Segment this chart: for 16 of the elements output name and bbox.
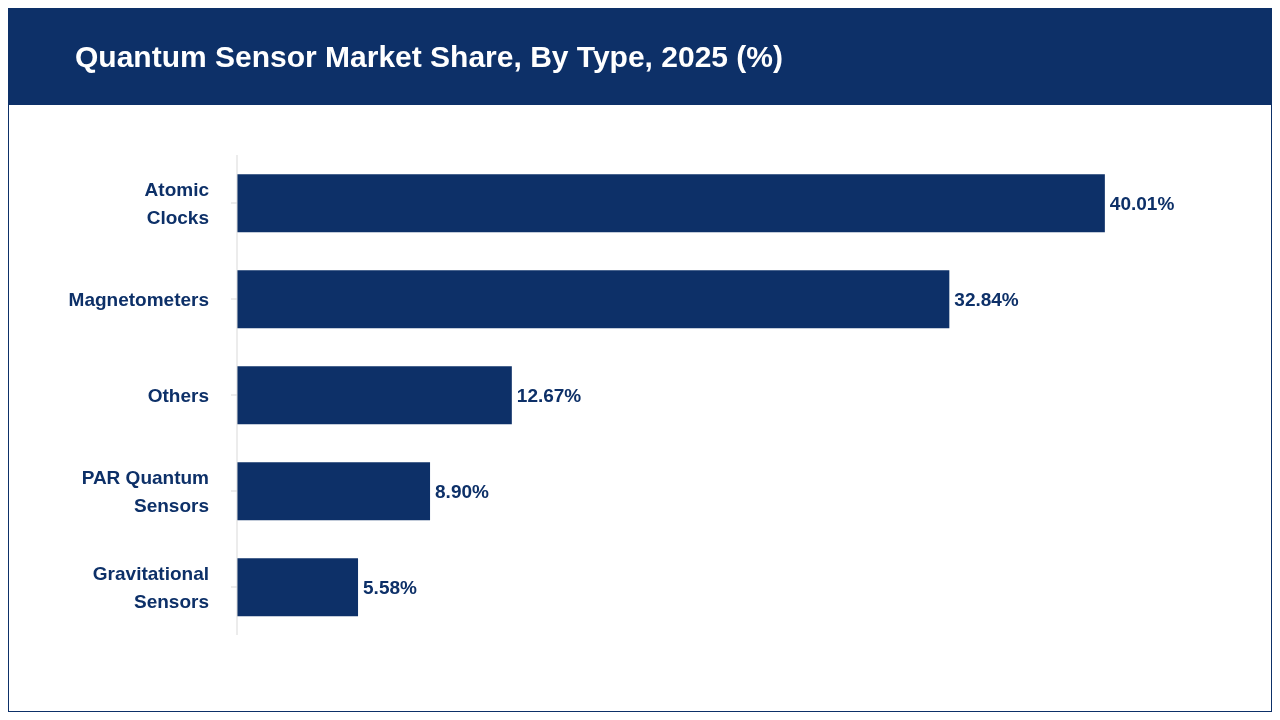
- data-label: 32.84%: [954, 288, 1019, 310]
- data-label: 8.90%: [435, 480, 490, 502]
- bar: [237, 462, 431, 521]
- y-tick-label: Magnetometers: [68, 288, 209, 310]
- chart-title: Quantum Sensor Market Share, By Type, 2025 (%): [9, 9, 1271, 105]
- y-tick-label: PAR Quantum Sensors: [81, 466, 209, 516]
- bar: [237, 174, 1105, 233]
- data-label: 40.01%: [1109, 192, 1175, 214]
- y-tick-label: Gravitational Sensors: [92, 562, 209, 612]
- y-tick-label: Others: [147, 384, 209, 406]
- y-tick-label: Atomic Clocks: [144, 178, 210, 228]
- bar: [237, 558, 359, 617]
- bar: [237, 270, 950, 329]
- data-label: 12.67%: [516, 384, 582, 406]
- data-label: 5.58%: [363, 576, 418, 598]
- bar: [237, 366, 512, 425]
